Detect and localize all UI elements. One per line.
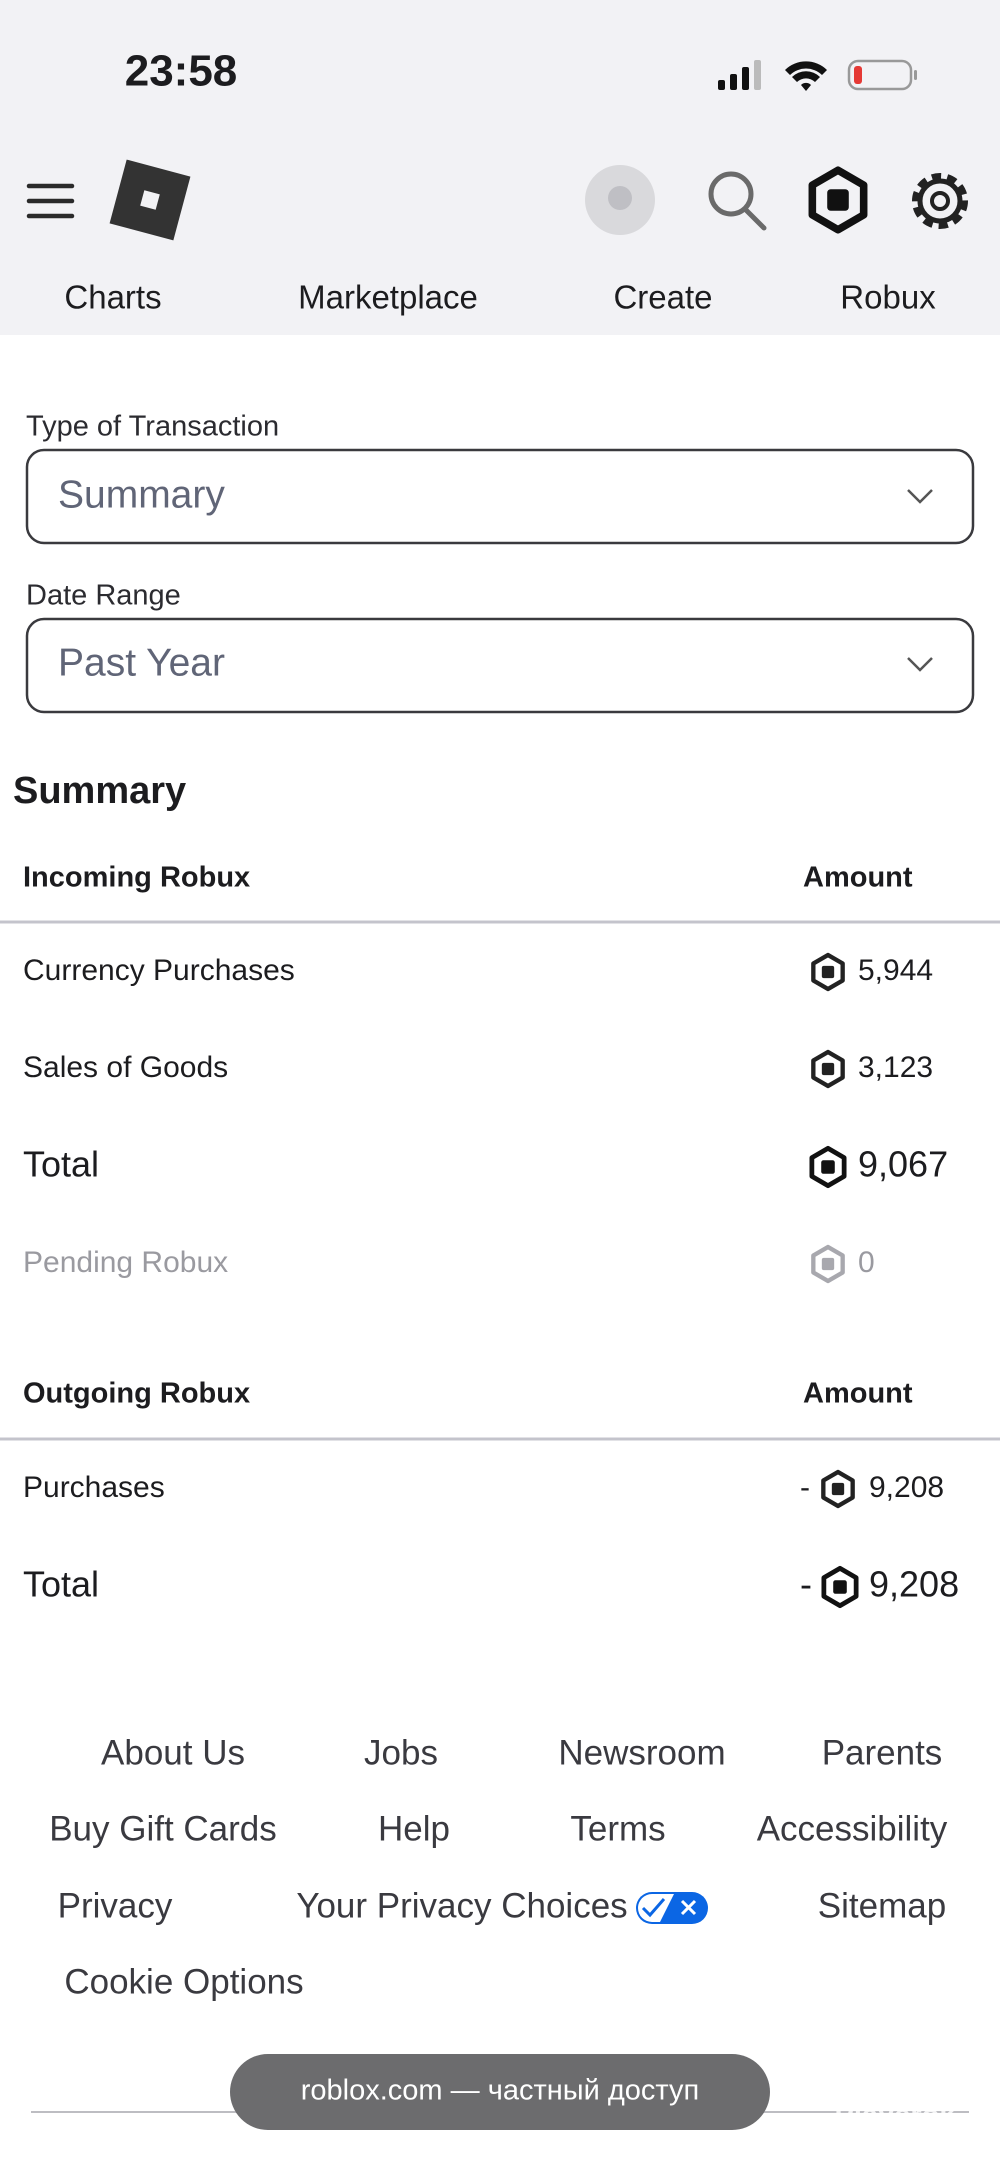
avatar-figure <box>608 186 632 210</box>
footer-link[interactable]: Buy Gift Cards <box>49 1809 277 1848</box>
table-header: Outgoing Robux <box>23 1378 250 1410</box>
pending-amount: 0 <box>858 1246 875 1279</box>
search-button[interactable] <box>708 171 767 231</box>
nav-link[interactable]: Robux <box>840 279 936 316</box>
total-sign: - <box>800 1564 812 1605</box>
chevron <box>907 657 933 672</box>
row-label: Purchases <box>23 1471 165 1504</box>
footer-link[interactable]: Cookie Options <box>64 1962 303 2001</box>
row-amount: 5,944 <box>858 954 933 987</box>
robux-icon <box>813 1247 842 1281</box>
filter-label: Type of Transaction <box>26 411 279 443</box>
section-title: Summary <box>13 770 186 812</box>
total-label: Total <box>23 1144 99 1185</box>
footer-link[interactable]: Sitemap <box>818 1886 946 1925</box>
row-label: Currency Purchases <box>23 954 295 987</box>
table-header: Incoming Robux <box>23 862 250 894</box>
select[interactable] <box>25 448 975 545</box>
footer-link[interactable]: Your Privacy Choices <box>296 1886 627 1925</box>
footer-link[interactable]: About Us <box>101 1733 245 1772</box>
privacy-toggle <box>636 1892 708 1924</box>
chevron <box>907 489 933 504</box>
footer-link[interactable]: Newsroom <box>558 1733 725 1772</box>
status-time: 23:58 <box>125 47 238 96</box>
robux-icon <box>824 1568 856 1605</box>
footer-link[interactable]: Parents <box>822 1733 943 1772</box>
status-icons <box>718 59 917 91</box>
robux-icon <box>812 1148 844 1185</box>
select[interactable] <box>25 617 975 714</box>
nav-link[interactable]: Marketplace <box>298 279 478 316</box>
logo[interactable] <box>109 159 191 241</box>
row-label: Sales of Goods <box>23 1051 228 1084</box>
total-label: Total <box>23 1564 99 1605</box>
total-amount: 9,067 <box>858 1144 948 1185</box>
robux-icon <box>823 1472 852 1506</box>
nav-link[interactable]: Charts <box>64 279 161 316</box>
toast <box>230 2054 770 2130</box>
select-value: Past Year <box>58 641 225 684</box>
robux-icon <box>813 955 842 989</box>
select-value: Summary <box>58 473 225 516</box>
filter-label: Date Range <box>26 580 181 612</box>
table-header: Amount <box>803 862 913 894</box>
row-sign: - <box>800 1471 810 1504</box>
watermark: Playerok <box>835 2100 957 2132</box>
menu-button[interactable] <box>26 183 75 219</box>
table-header: Amount <box>803 1378 913 1410</box>
footer-link[interactable]: Jobs <box>364 1733 438 1772</box>
pending-label: Pending Robux <box>23 1246 228 1279</box>
header-bg <box>0 0 1000 335</box>
footer-link[interactable]: Terms <box>570 1809 665 1848</box>
footer-link[interactable]: Accessibility <box>757 1809 948 1848</box>
footer-link[interactable]: Help <box>378 1809 450 1848</box>
nav-link[interactable]: Create <box>613 279 712 316</box>
toast-text: roblox.com — частный доступ <box>301 2075 699 2107</box>
settings-button[interactable] <box>912 173 968 229</box>
row-amount: 9,208 <box>869 1471 944 1504</box>
total-amount: 9,208 <box>869 1564 959 1605</box>
row-amount: 3,123 <box>858 1051 933 1084</box>
footer-link[interactable]: Privacy <box>58 1886 173 1925</box>
robux-icon <box>813 1052 842 1086</box>
